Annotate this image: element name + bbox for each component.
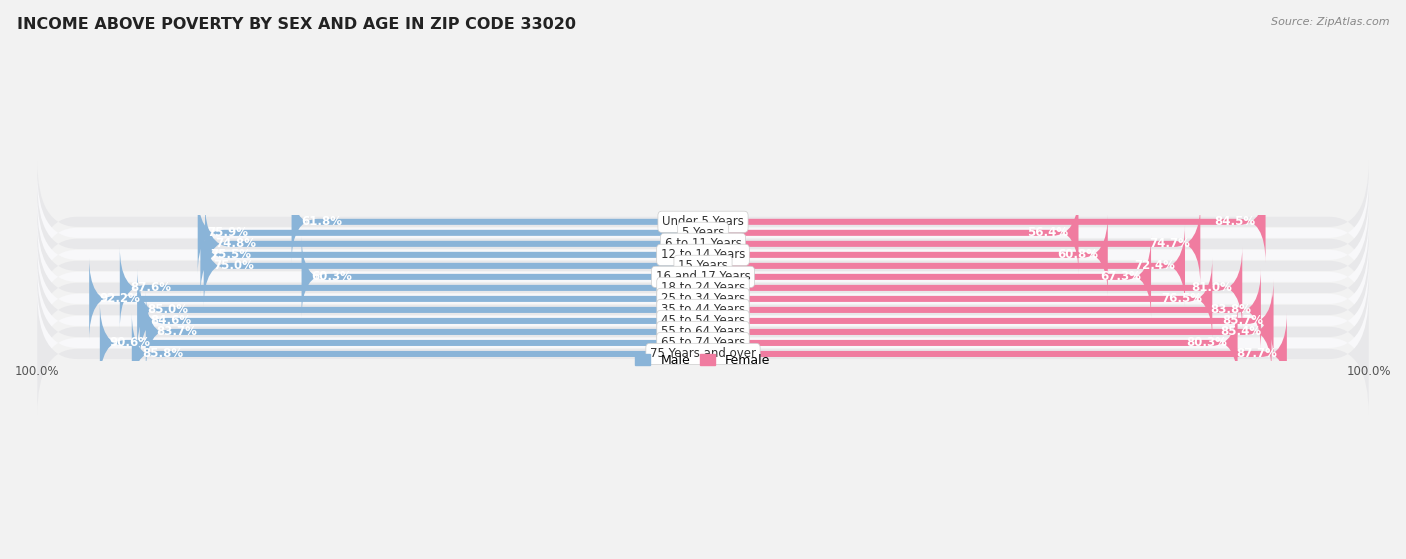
Text: 85.4%: 85.4% [1220, 325, 1261, 338]
Text: 72.4%: 72.4% [1135, 259, 1175, 272]
FancyBboxPatch shape [89, 258, 703, 340]
Text: 5 Years: 5 Years [682, 226, 724, 239]
Text: 83.8%: 83.8% [1211, 304, 1251, 316]
FancyBboxPatch shape [139, 280, 703, 362]
Text: 6 to 11 Years: 6 to 11 Years [665, 238, 741, 250]
FancyBboxPatch shape [37, 205, 1369, 327]
FancyBboxPatch shape [201, 214, 703, 296]
FancyBboxPatch shape [703, 280, 1274, 362]
Text: Under 5 Years: Under 5 Years [662, 215, 744, 228]
Text: 55 to 64 Years: 55 to 64 Years [661, 325, 745, 338]
Text: 90.6%: 90.6% [110, 337, 150, 349]
FancyBboxPatch shape [703, 203, 1201, 285]
Text: 18 to 24 Years: 18 to 24 Years [661, 281, 745, 295]
Text: 67.3%: 67.3% [1099, 271, 1142, 283]
FancyBboxPatch shape [205, 203, 703, 285]
Text: 12 to 14 Years: 12 to 14 Years [661, 248, 745, 262]
Text: 75.0%: 75.0% [214, 259, 254, 272]
FancyBboxPatch shape [37, 194, 1369, 316]
FancyBboxPatch shape [138, 269, 703, 351]
FancyBboxPatch shape [37, 293, 1369, 415]
Text: 85.8%: 85.8% [142, 348, 183, 361]
FancyBboxPatch shape [146, 291, 703, 373]
Text: Source: ZipAtlas.com: Source: ZipAtlas.com [1271, 17, 1389, 27]
Text: 16 and 17 Years: 16 and 17 Years [655, 271, 751, 283]
FancyBboxPatch shape [37, 238, 1369, 360]
FancyBboxPatch shape [100, 302, 703, 384]
Text: 35 to 44 Years: 35 to 44 Years [661, 304, 745, 316]
FancyBboxPatch shape [37, 161, 1369, 283]
Text: 85.0%: 85.0% [148, 304, 188, 316]
FancyBboxPatch shape [132, 313, 703, 395]
Text: 81.0%: 81.0% [1191, 281, 1232, 295]
FancyBboxPatch shape [37, 249, 1369, 371]
FancyBboxPatch shape [703, 236, 1152, 318]
Text: 80.3%: 80.3% [1187, 337, 1227, 349]
FancyBboxPatch shape [703, 291, 1271, 373]
Text: 84.6%: 84.6% [150, 314, 191, 328]
FancyBboxPatch shape [37, 260, 1369, 382]
Text: 60.3%: 60.3% [312, 271, 353, 283]
FancyBboxPatch shape [120, 247, 703, 329]
FancyBboxPatch shape [703, 247, 1243, 329]
Text: 92.2%: 92.2% [100, 292, 141, 305]
Text: 45 to 54 Years: 45 to 54 Years [661, 314, 745, 328]
FancyBboxPatch shape [37, 282, 1369, 404]
FancyBboxPatch shape [37, 227, 1369, 349]
FancyBboxPatch shape [198, 192, 703, 274]
FancyBboxPatch shape [703, 225, 1185, 307]
Text: 15 Years: 15 Years [678, 259, 728, 272]
FancyBboxPatch shape [703, 258, 1212, 340]
FancyBboxPatch shape [291, 181, 703, 263]
Text: 83.7%: 83.7% [156, 325, 197, 338]
FancyBboxPatch shape [703, 269, 1261, 351]
FancyBboxPatch shape [703, 214, 1108, 296]
FancyBboxPatch shape [301, 236, 703, 318]
Text: 76.5%: 76.5% [1161, 292, 1202, 305]
FancyBboxPatch shape [703, 181, 1265, 263]
Text: INCOME ABOVE POVERTY BY SEX AND AGE IN ZIP CODE 33020: INCOME ABOVE POVERTY BY SEX AND AGE IN Z… [17, 17, 576, 32]
Text: 87.6%: 87.6% [129, 281, 170, 295]
FancyBboxPatch shape [37, 216, 1369, 338]
FancyBboxPatch shape [204, 225, 703, 307]
FancyBboxPatch shape [703, 302, 1237, 384]
Text: 74.8%: 74.8% [215, 238, 256, 250]
Text: 60.8%: 60.8% [1057, 248, 1098, 262]
Text: 25 to 34 Years: 25 to 34 Years [661, 292, 745, 305]
Text: 87.7%: 87.7% [1236, 348, 1277, 361]
FancyBboxPatch shape [703, 192, 1078, 274]
FancyBboxPatch shape [703, 313, 1286, 395]
Legend: Male, Female: Male, Female [630, 349, 776, 372]
Text: 74.7%: 74.7% [1150, 238, 1191, 250]
Text: 61.8%: 61.8% [301, 215, 343, 228]
FancyBboxPatch shape [37, 172, 1369, 294]
Text: 75.5%: 75.5% [211, 248, 252, 262]
Text: 56.4%: 56.4% [1028, 226, 1069, 239]
Text: 85.7%: 85.7% [1223, 314, 1264, 328]
FancyBboxPatch shape [37, 183, 1369, 305]
Text: 75.9%: 75.9% [208, 226, 249, 239]
FancyBboxPatch shape [37, 271, 1369, 393]
Text: 65 to 74 Years: 65 to 74 Years [661, 337, 745, 349]
Text: 75 Years and over: 75 Years and over [650, 348, 756, 361]
Text: 84.5%: 84.5% [1215, 215, 1256, 228]
